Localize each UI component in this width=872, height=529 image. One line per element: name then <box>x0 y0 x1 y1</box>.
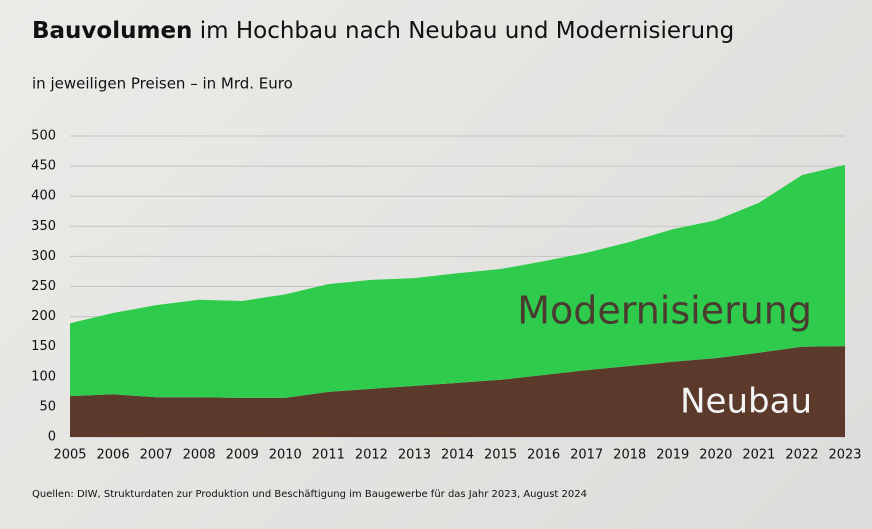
y-tick-label: 500 <box>31 129 56 144</box>
x-tick-label: 2022 <box>785 448 818 463</box>
area <box>70 346 845 437</box>
chart-title: Bauvolumen im Hochbau nach Neubau und Mo… <box>32 18 734 44</box>
x-tick-label: 2006 <box>97 448 130 463</box>
y-tick-label: 200 <box>31 309 56 324</box>
x-tick-label: 2016 <box>527 448 560 463</box>
series-label: Neubau <box>680 382 812 422</box>
title-rest: im Hochbau nach Neubau und Modernisierun… <box>200 18 734 44</box>
x-tick-label: 2021 <box>742 448 775 463</box>
x-tick-label: 2020 <box>699 448 732 463</box>
y-tick-label: 300 <box>31 249 56 264</box>
x-tick-label: 2019 <box>656 448 689 463</box>
x-tick-label: 2018 <box>613 448 646 463</box>
x-tick-label: 2015 <box>484 448 517 463</box>
source: Quellen: DIW, Strukturdaten zur Produkti… <box>32 489 587 500</box>
y-tick-label: 400 <box>31 189 56 204</box>
x-tick-label: 2017 <box>570 448 603 463</box>
y-tick-label: 250 <box>31 279 56 294</box>
x-tick-label: 2005 <box>53 448 86 463</box>
subtitle: in jeweiligen Preisen – in Mrd. Euro <box>32 75 293 93</box>
series-label: Modernisierung <box>517 289 812 333</box>
title-lead: Bauvolumen <box>32 18 192 44</box>
x-tick-label: 2011 <box>312 448 345 463</box>
y-tick-label: 350 <box>31 219 56 234</box>
x-tick-label: 2013 <box>398 448 431 463</box>
x-tick-label: 2008 <box>183 448 216 463</box>
x-tick-label: 2023 <box>828 448 861 463</box>
y-tick-label: 0 <box>48 430 56 445</box>
x-tick-label: 2012 <box>355 448 388 463</box>
area <box>70 164 845 398</box>
y-tick-label: 50 <box>39 399 56 414</box>
x-tick-label: 2007 <box>140 448 173 463</box>
y-tick-label: 450 <box>31 159 56 174</box>
y-tick-label: 150 <box>31 339 56 354</box>
plot-area: 0 50 100 150 200 250 300 350 400 450 500 2005 2006 20… <box>31 129 861 463</box>
x-tick-label: 2010 <box>269 448 302 463</box>
x-tick-label: 2014 <box>441 448 474 463</box>
x-tick-label: 2009 <box>226 448 259 463</box>
y-tick-label: 100 <box>31 369 56 384</box>
